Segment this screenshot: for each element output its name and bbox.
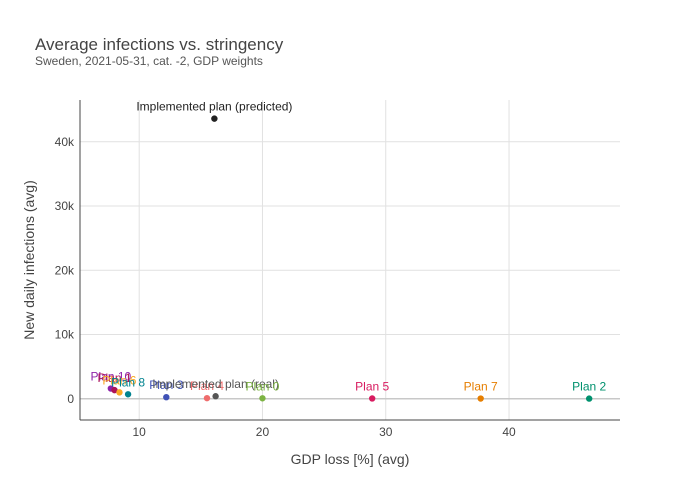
data-label: Plan 0: [245, 379, 279, 393]
data-label: Plan 8: [111, 375, 145, 389]
x-axis-title: GDP loss [%] (avg): [291, 451, 410, 467]
data-label: Plan 5: [355, 379, 389, 393]
x-tick-label: 20: [256, 425, 270, 439]
data-point: [259, 395, 266, 402]
x-tick-label: 30: [379, 425, 393, 439]
chart-title: Average infections vs. stringency: [35, 35, 284, 54]
data-label: Plan 4: [190, 379, 224, 393]
gridlines: [80, 100, 620, 420]
y-tick-label: 0: [67, 392, 74, 406]
data-label: Implemented plan (real): [152, 377, 279, 391]
data-points: [107, 115, 593, 402]
point-labels: Implemented plan (predicted)Plan 10Plan …: [90, 100, 606, 394]
y-axis-title: New daily infections (avg): [21, 180, 37, 340]
data-point: [163, 393, 170, 401]
data-point: [585, 395, 593, 402]
data-label: Plan 10: [90, 370, 131, 384]
data-label: Implemented plan (predicted): [136, 100, 292, 114]
y-tick-label: 20k: [55, 263, 75, 277]
axes: 10 20 30 40 0 10k 20k 30k 40k: [55, 100, 620, 439]
y-tick-label: 10k: [55, 328, 75, 342]
data-point: [368, 395, 376, 402]
data-label: Plan 3: [149, 378, 183, 392]
data-point: [477, 395, 484, 402]
data-label: Plan 6: [102, 373, 136, 387]
x-tick-label: 40: [502, 425, 516, 439]
y-tick-label: 40k: [55, 135, 75, 149]
data-point: [211, 115, 218, 122]
data-point: [111, 386, 118, 394]
y-tick-label: 30k: [55, 199, 75, 213]
data-label: Plan 1: [98, 371, 132, 385]
data-label: Plan 2: [572, 380, 606, 394]
data-point: [212, 393, 219, 400]
data-point: [203, 394, 211, 402]
data-label: Plan 7: [464, 380, 498, 394]
x-tick-label: 10: [132, 425, 146, 439]
data-point: [116, 389, 123, 396]
chart-subtitle: Sweden, 2021-05-31, cat. -2, GDP weights: [35, 54, 263, 68]
data-point: [124, 391, 132, 398]
